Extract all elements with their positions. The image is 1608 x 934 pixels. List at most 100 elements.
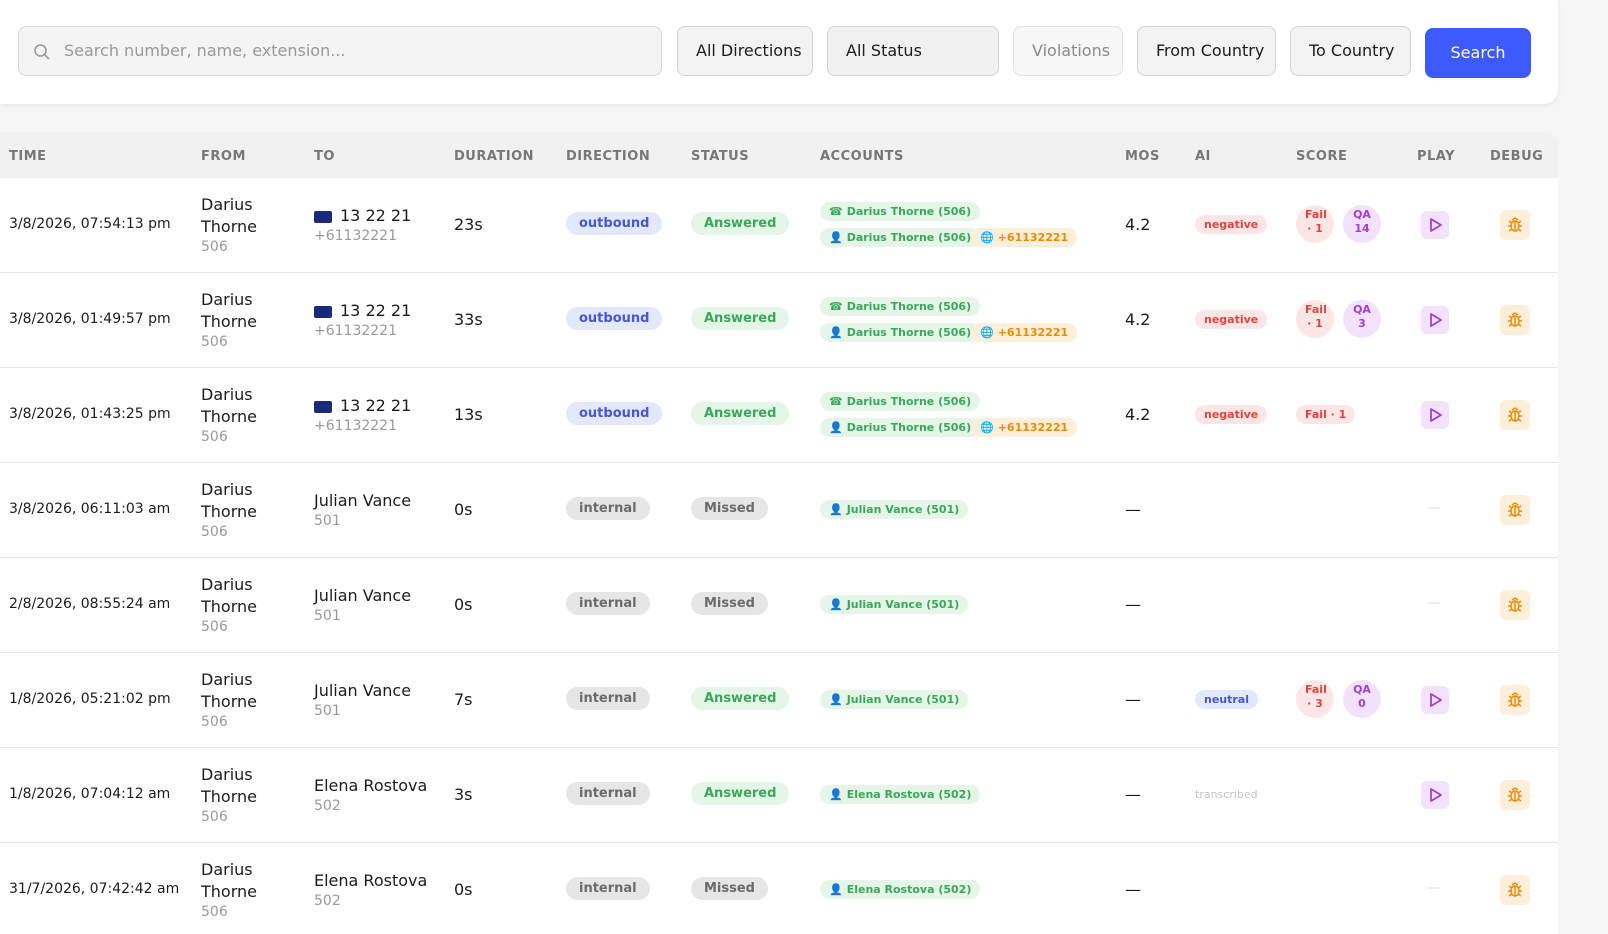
account-label: Darius Thorne (506) [846, 326, 972, 339]
play-icon [1430, 313, 1442, 327]
play-button[interactable] [1421, 211, 1449, 239]
to-sub: +61132221 [314, 228, 397, 244]
filter-button[interactable]: From Country [1137, 26, 1276, 76]
from-name: Darius Thorne [201, 575, 257, 616]
status-badge: Missed [691, 877, 768, 900]
filter-button[interactable]: Violations [1013, 26, 1123, 76]
account-icon: 👤 [829, 421, 843, 434]
account-label: Darius Thorne (506) [846, 205, 972, 218]
to-name: Julian Vance [314, 681, 412, 700]
debug-button[interactable] [1500, 780, 1530, 810]
debug-button[interactable] [1500, 210, 1530, 240]
score-badge: Fail · 1 [1296, 405, 1356, 424]
account-icon: 👤 [829, 598, 843, 611]
debug-button[interactable] [1500, 400, 1530, 430]
time: 31/7/2026, 07:42:42 am [9, 881, 180, 897]
to-name: Julian Vance [314, 586, 412, 605]
time: 3/8/2026, 07:54:13 pm [9, 216, 171, 232]
play-button[interactable] [1421, 306, 1449, 334]
column-header: PLAY [1417, 149, 1456, 164]
status-badge: Missed [691, 592, 768, 615]
ai-badge: negative [1195, 215, 1268, 234]
debug-icon [1508, 787, 1522, 802]
account-label: Darius Thorne (506) [846, 300, 972, 313]
duration: 0s [454, 500, 473, 519]
account-icon: 👤 [829, 231, 843, 244]
search-icon [34, 44, 50, 60]
account-icon: 👤 [829, 326, 843, 339]
ai-badge: neutral [1195, 690, 1258, 709]
filter-button[interactable]: All Directions [677, 26, 813, 76]
direction-badge: internal [566, 782, 650, 805]
to-name: 13 22 21 [340, 301, 412, 320]
debug-button[interactable] [1500, 685, 1530, 715]
duration: 33s [454, 310, 483, 329]
column-header: ACCOUNTS [820, 149, 904, 164]
play-button[interactable] [1421, 781, 1449, 809]
to-name: Elena Rostova [314, 871, 428, 890]
from-ext: 506 [201, 334, 228, 350]
account-label: +61132221 [997, 421, 1069, 434]
score-badge: QA 14 [1343, 205, 1381, 243]
search-input[interactable]: Search number, name, extension... [18, 26, 662, 76]
score-badge: QA 3 [1343, 300, 1381, 338]
debug-button[interactable] [1500, 305, 1530, 335]
score-badge: Fail · 1 [1296, 205, 1334, 243]
from-ext: 506 [201, 239, 228, 255]
status-badge: Answered [691, 402, 790, 425]
account-chip: 👤 Darius Thorne (506) [820, 323, 981, 342]
debug-button[interactable] [1500, 875, 1530, 905]
from-name: Darius Thorne [201, 195, 257, 236]
account-label: Julian Vance (501) [846, 598, 960, 611]
to-name: 13 22 21 [340, 206, 412, 225]
account-label: Elena Rostova (502) [846, 788, 972, 801]
mos: — [1125, 880, 1141, 899]
play-placeholder: — [1427, 500, 1441, 516]
duration: 23s [454, 215, 483, 234]
column-header: DIRECTION [566, 149, 651, 164]
direction-badge: internal [566, 877, 650, 900]
account-icon: ☎ [829, 205, 843, 218]
status-badge: Missed [691, 497, 768, 520]
duration: 13s [454, 405, 483, 424]
from-ext: 506 [201, 809, 228, 825]
column-header: FROM [201, 149, 246, 164]
mos: 4.2 [1125, 405, 1151, 424]
to-sub: +61132221 [314, 323, 397, 339]
search-button[interactable]: Search [1425, 28, 1531, 78]
account-label: Elena Rostova (502) [846, 883, 972, 896]
to-sub: 501 [314, 703, 341, 719]
play-button[interactable] [1421, 401, 1449, 429]
mos: 4.2 [1125, 310, 1151, 329]
account-chip: 👤 Julian Vance (501) [820, 595, 969, 614]
play-button[interactable] [1421, 686, 1449, 714]
duration: 7s [454, 690, 473, 709]
flag-icon [314, 306, 332, 318]
debug-button[interactable] [1500, 495, 1530, 525]
account-chip: 🌐 +61132221 [971, 228, 1078, 247]
account-chip: 👤 Julian Vance (501) [820, 500, 969, 519]
play-placeholder: — [1427, 595, 1441, 611]
to-name: 13 22 21 [340, 396, 412, 415]
from-name: Darius Thorne [201, 860, 257, 901]
score-badge: Fail · 3 [1296, 680, 1334, 718]
from-name: Darius Thorne [201, 290, 257, 331]
account-icon: 👤 [829, 503, 843, 516]
time: 3/8/2026, 01:49:57 pm [9, 311, 171, 327]
account-icon: ☎ [829, 395, 843, 408]
account-label: Darius Thorne (506) [846, 395, 972, 408]
account-label: Julian Vance (501) [846, 693, 960, 706]
column-header: DEBUG [1490, 149, 1544, 164]
score-badge: QA 0 [1343, 680, 1381, 718]
debug-button[interactable] [1500, 590, 1530, 620]
account-label: +61132221 [997, 326, 1069, 339]
filter-button[interactable]: All Status [827, 26, 999, 76]
from-ext: 506 [201, 429, 228, 445]
status-badge: Answered [691, 782, 790, 805]
duration: 3s [454, 785, 473, 804]
account-icon: 🌐 [980, 326, 994, 339]
search-placeholder: Search number, name, extension... [64, 41, 346, 60]
time: 3/8/2026, 06:11:03 am [9, 501, 171, 517]
mos: 4.2 [1125, 215, 1151, 234]
filter-button[interactable]: To Country [1290, 26, 1411, 76]
